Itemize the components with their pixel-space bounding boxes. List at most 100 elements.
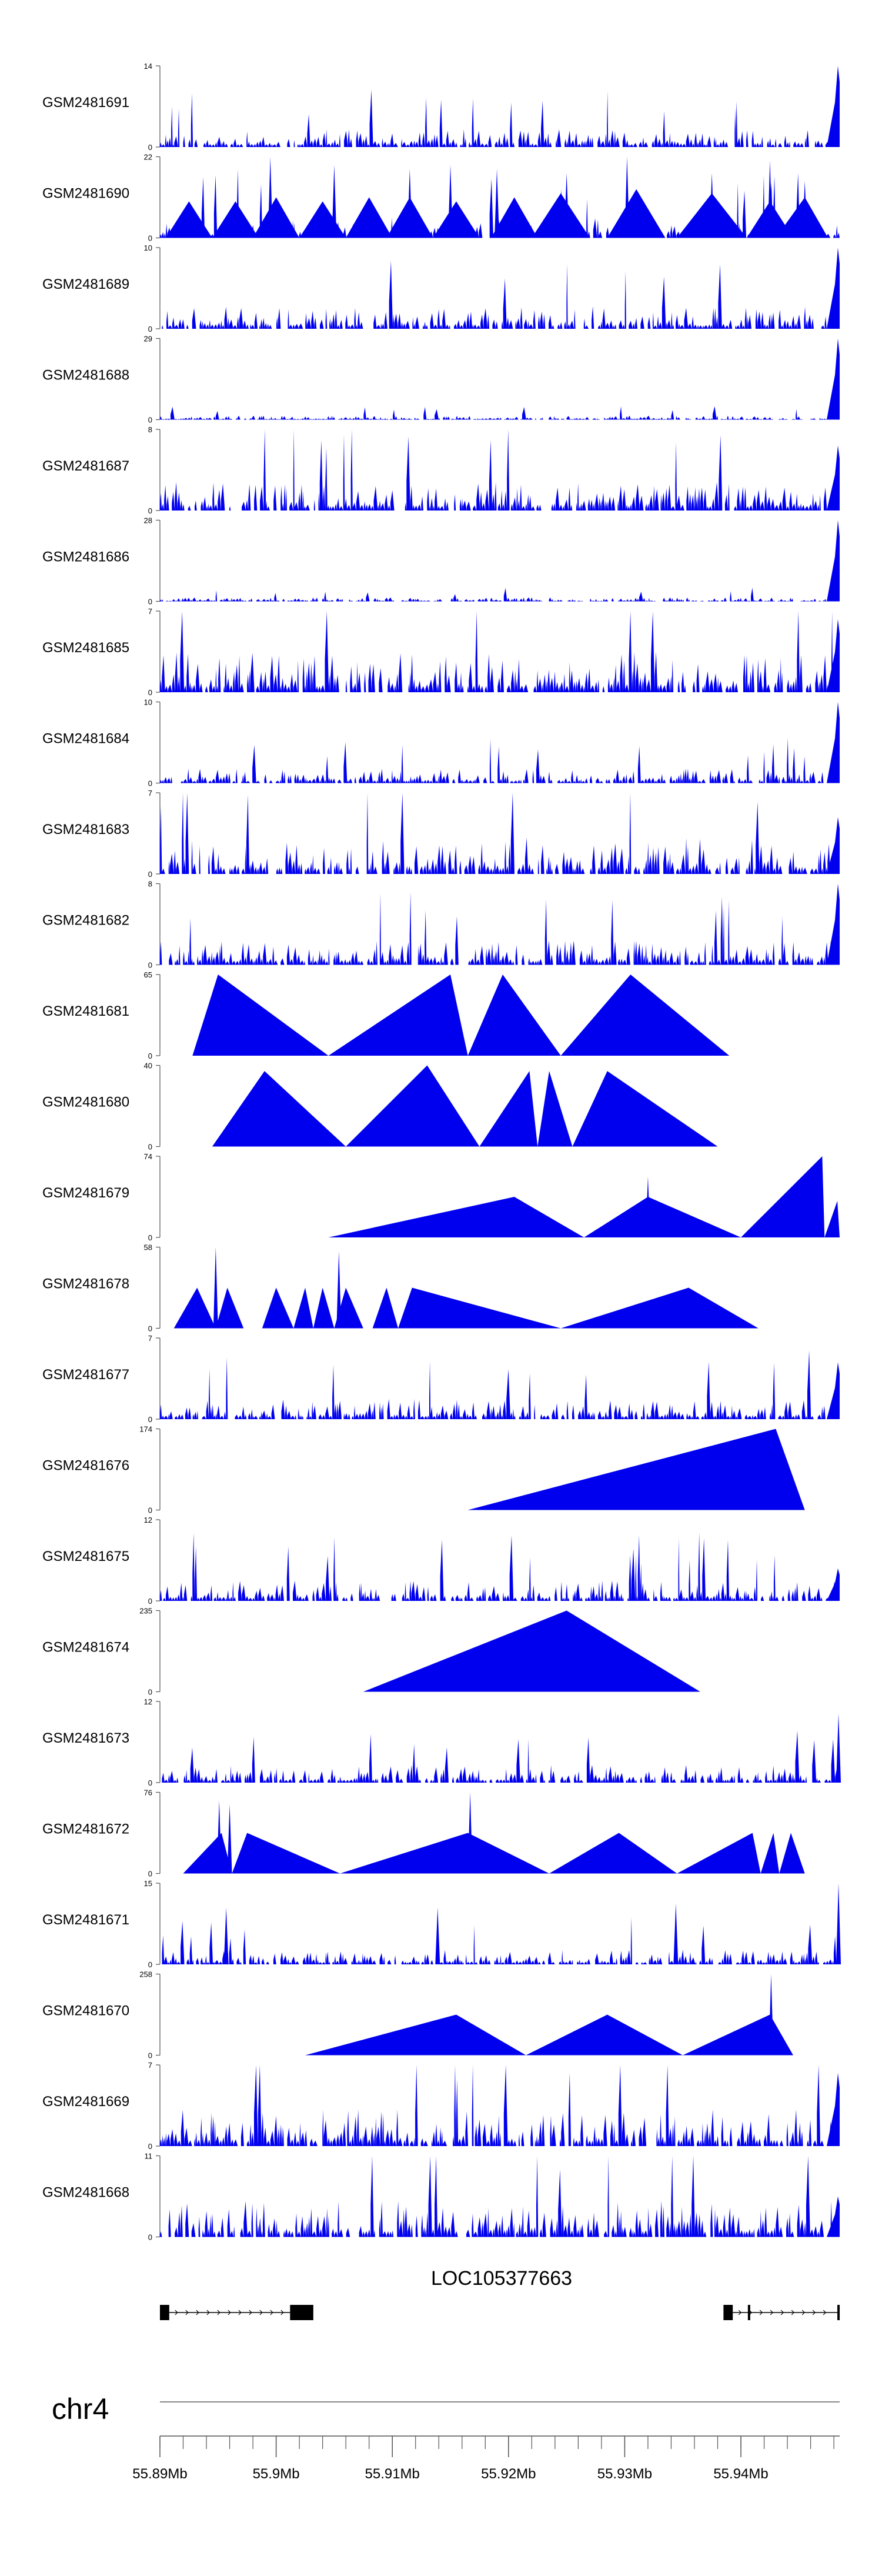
track-GSM2481668: GSM2481668 11 0 — [42, 2152, 840, 2242]
track-name: GSM2481679 — [42, 1185, 129, 1201]
coverage-peak — [827, 702, 840, 783]
coverage-peak — [827, 248, 840, 329]
track-name: GSM2481677 — [42, 1367, 129, 1383]
x-tick-label: 55.92Mb — [481, 2466, 536, 2482]
coverage-signal — [160, 793, 840, 874]
y-min-label: 0 — [148, 961, 152, 970]
track-name: GSM2481672 — [42, 1821, 129, 1837]
coverage-region — [346, 197, 393, 238]
track-name: GSM2481680 — [42, 1095, 129, 1110]
strand-chevron — [780, 2310, 784, 2315]
coverage-signal — [160, 2155, 840, 2237]
track-name: GSM2481686 — [42, 549, 129, 565]
y-min-label: 0 — [148, 1324, 152, 1333]
coverage-spike — [645, 1176, 650, 1237]
coverage-spike — [216, 1800, 222, 1874]
track-GSM2481681: GSM2481681 65 0 — [42, 970, 730, 1060]
coverage-region — [215, 1287, 244, 1329]
coverage-region — [537, 1071, 573, 1147]
coverage-peak — [827, 883, 840, 965]
track-name: GSM2481671 — [42, 1912, 129, 1928]
y-min-label: 0 — [148, 1597, 152, 1606]
coverage-region — [363, 1610, 700, 1692]
track-name: GSM2481690 — [42, 186, 129, 202]
coverage-region — [760, 1833, 780, 1874]
y-min-label: 0 — [148, 506, 152, 515]
coverage-spike — [213, 1247, 218, 1329]
y-max-label: 258 — [139, 1970, 152, 1979]
strand-chevron — [770, 2310, 774, 2315]
coverage-spike — [423, 1118, 429, 1147]
y-min-label: 0 — [148, 1052, 152, 1060]
coverage-signal — [160, 588, 840, 602]
track-GSM2481679: GSM2481679 74 0 — [42, 1152, 840, 1242]
coverage-peak — [827, 445, 840, 510]
coverage-region — [560, 975, 730, 1056]
x-tick-label: 55.94Mb — [713, 2466, 768, 2482]
x-tick-label: 55.93Mb — [597, 2466, 652, 2482]
track-name: GSM2481674 — [42, 1640, 129, 1656]
y-min-label: 0 — [148, 870, 152, 879]
coverage-region — [253, 197, 300, 238]
coverage-spike — [564, 173, 569, 238]
track-GSM2481688: GSM2481688 29 0 — [42, 335, 840, 425]
coverage-spike — [457, 2023, 462, 2056]
coverage-region — [433, 201, 480, 238]
coverage-signal — [160, 1350, 840, 1419]
coverage-spike — [767, 161, 773, 238]
coverage-peak — [827, 1362, 840, 1419]
coverage-region — [293, 1287, 313, 1329]
coverage-spike — [836, 1883, 841, 1964]
coverage-spike — [227, 1804, 232, 1874]
track-name: GSM2481688 — [42, 368, 129, 383]
strand-chevron — [280, 2310, 284, 2315]
coverage-region — [192, 975, 329, 1056]
track-name: GSM2481668 — [42, 2185, 129, 2201]
track-name: GSM2481682 — [42, 913, 129, 929]
track-GSM2481672: GSM2481672 76 0 — [42, 1788, 805, 1878]
coverage-region — [305, 2014, 526, 2056]
track-name: GSM2481675 — [42, 1549, 129, 1564]
track-GSM2481680: GSM2481680 40 0 — [42, 1062, 718, 1152]
y-max-label: 65 — [144, 970, 152, 979]
coverage-signal — [160, 429, 840, 510]
strand-chevron — [738, 2310, 742, 2315]
y-max-label: 8 — [148, 425, 152, 434]
track-GSM2481684: GSM2481684 10 0 — [42, 698, 840, 788]
track-GSM2481686: GSM2481686 28 0 — [42, 516, 840, 606]
x-tick-label: 55.91Mb — [365, 2466, 420, 2482]
track-name: GSM2481684 — [42, 731, 129, 747]
track-name: GSM2481691 — [42, 95, 129, 111]
coverage-spike — [802, 181, 807, 238]
y-min-label: 0 — [148, 1778, 152, 1787]
coverage-region — [212, 1071, 346, 1147]
coverage-signal — [160, 1532, 840, 1601]
coverage-signal — [160, 406, 840, 420]
track-GSM2481683: GSM2481683 7 0 — [42, 789, 840, 879]
track-GSM2481678: GSM2481678 58 0 — [42, 1243, 759, 1333]
y-min-label: 0 — [148, 2142, 152, 2151]
coverage-region — [467, 975, 561, 1056]
coverage-signal — [160, 261, 840, 329]
track-GSM2481691: GSM2481691 14 0 — [42, 62, 840, 152]
y-min-label: 0 — [148, 234, 152, 243]
x-tick-label: 55.9Mb — [253, 2466, 300, 2482]
strand-chevron — [196, 2310, 199, 2315]
coverage-region — [779, 1833, 805, 1874]
coverage-region — [824, 1200, 840, 1237]
track-GSM2481669: GSM2481669 7 0 — [42, 2061, 840, 2151]
y-max-label: 7 — [148, 607, 152, 616]
y-min-label: 0 — [148, 2051, 152, 2060]
coverage-region — [173, 1287, 216, 1329]
gene-track: LOC105377663 — [160, 2267, 840, 2320]
y-min-label: 0 — [148, 1688, 152, 1697]
track-name: GSM2481683 — [42, 822, 129, 837]
coverage-signal — [160, 89, 840, 147]
y-max-label: 58 — [144, 1243, 152, 1252]
coverage-region — [677, 1833, 761, 1874]
y-min-label: 0 — [148, 416, 152, 425]
strand-chevron — [801, 2310, 806, 2315]
strand-chevron — [238, 2310, 242, 2315]
y-min-label: 0 — [148, 1415, 152, 1424]
coverage-spike — [673, 1903, 679, 1964]
